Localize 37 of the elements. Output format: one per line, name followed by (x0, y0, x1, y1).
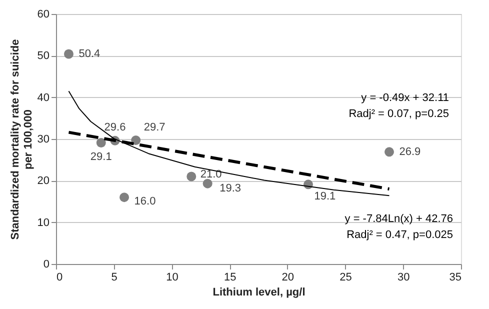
x-tick-label: 30 (398, 272, 410, 284)
y-axis-title: Standardized mortality rate for suicide per 100,000 (9, 39, 34, 240)
annotation: Radj² = 0.47, p=0.025 (346, 229, 453, 241)
annotation: y = -7.84Ln(x) + 42.76 (344, 213, 453, 225)
point (384, 147, 394, 157)
point (186, 172, 196, 182)
data-label: 29.7 (144, 121, 166, 134)
data-label: 21.0 (200, 168, 222, 180)
y-tick-label: 50 (37, 50, 50, 62)
data-label: 29.6 (104, 122, 126, 134)
x-tick-label: 20 (282, 272, 294, 284)
x-tick-label: 15 (224, 272, 236, 284)
annotation: Radj² = 0.07, p=0.25 (348, 108, 449, 120)
y-tick-label: 20 (37, 175, 50, 188)
y-tick-label: 0 (43, 258, 50, 270)
point (64, 49, 74, 59)
x-tick-label: 25 (340, 272, 352, 284)
data-label: 29.1 (90, 150, 112, 163)
x-axis-title: Lithium level, µg/l (212, 286, 306, 298)
point (120, 192, 130, 202)
x-tick-label: 10 (166, 272, 178, 284)
annotation: y = -0.49x + 32.11 (361, 92, 449, 104)
x-tick-label: 35 (449, 272, 462, 284)
point (202, 178, 212, 188)
y-tick-label: 30 (37, 134, 50, 146)
point (131, 136, 141, 145)
y-tick-label: 40 (37, 92, 50, 104)
y-tick-label: 10 (37, 216, 50, 229)
data-label: 16.0 (134, 195, 156, 208)
x-tick-label: 0 (56, 272, 63, 284)
data-label: 26.9 (399, 146, 421, 158)
data-label: 50.4 (78, 48, 100, 60)
point (96, 138, 106, 148)
y-tick-label: 60 (37, 8, 50, 20)
data-label: 19.1 (314, 190, 336, 202)
data-label: 19.3 (220, 182, 242, 195)
x-tick-label: 5 (111, 272, 118, 284)
